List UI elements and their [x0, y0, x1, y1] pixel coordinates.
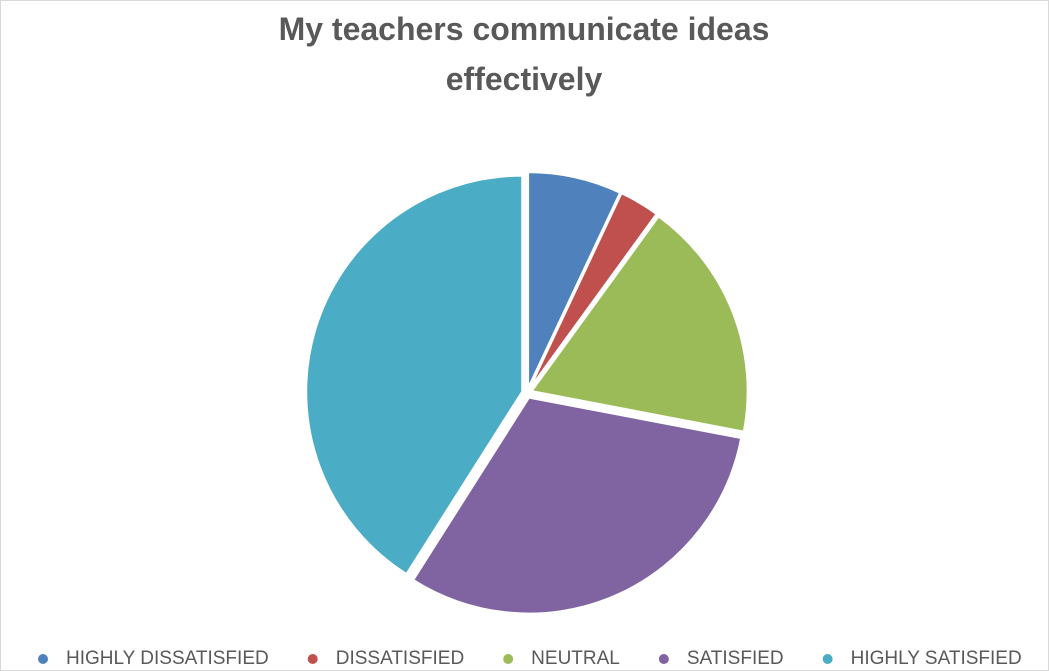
legend-marker [38, 654, 48, 664]
pie-slice [305, 174, 524, 576]
legend-label: HIGHLY DISSATISFIED [66, 648, 269, 669]
legend-marker [307, 654, 318, 664]
pie-slice [527, 171, 622, 389]
pie-slice [528, 191, 658, 390]
pie-slice [411, 396, 743, 615]
legend-label: DISSATISFIED [336, 648, 464, 669]
legend-label: HIGHLY SATISFIED [851, 648, 1022, 669]
chart-title: My teachers communicate ideas effectivel… [278, 11, 770, 97]
legend-marker [658, 654, 669, 664]
legend-label: SATISFIED [687, 648, 784, 669]
pie-slice [529, 215, 749, 433]
legend-marker [822, 654, 833, 664]
legend-label: NEUTRAL [531, 648, 620, 669]
legend-marker [503, 654, 514, 664]
